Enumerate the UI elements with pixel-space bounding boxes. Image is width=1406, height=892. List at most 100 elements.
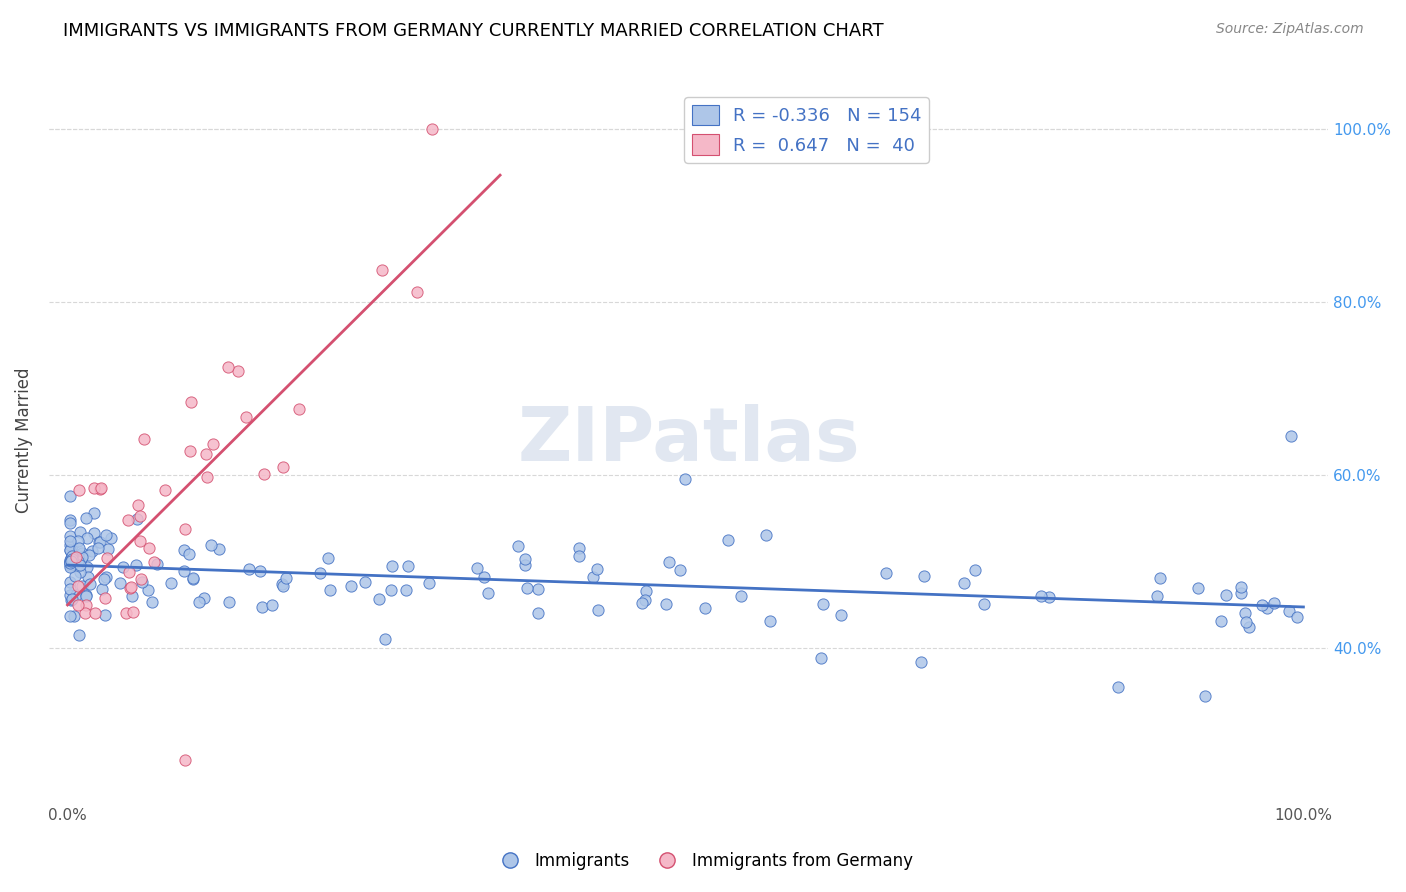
Point [515, 558, 537, 573]
Point [125, 558, 148, 572]
Point [195, 470, 218, 484]
Point [287, 401, 309, 416]
Point [253, 467, 276, 481]
Point [129, 534, 152, 549]
Point [755, 528, 778, 542]
Point [396, 558, 419, 573]
Point [634, 593, 657, 607]
Point [67, 483, 90, 497]
Point [75, 589, 97, 603]
Point [174, 753, 197, 767]
Point [127, 512, 149, 526]
Point [316, 551, 339, 566]
Point [1215, 588, 1237, 602]
Point [76, 531, 98, 545]
Point [217, 359, 239, 374]
Point [226, 364, 249, 378]
Point [830, 607, 852, 622]
Point [96, 550, 118, 565]
Point [1187, 582, 1209, 596]
Point [70, 579, 93, 593]
Point [368, 592, 391, 607]
Point [138, 541, 160, 555]
Point [89, 483, 111, 497]
Point [67, 628, 90, 642]
Point [75, 607, 97, 621]
Point [59, 533, 82, 548]
Point [472, 570, 495, 584]
Point [60, 549, 83, 563]
Point [70, 550, 93, 565]
Point [655, 597, 678, 611]
Point [193, 591, 215, 605]
Point [118, 581, 141, 595]
Point [354, 574, 377, 589]
Point [202, 437, 225, 451]
Point [1031, 590, 1053, 604]
Point [114, 607, 136, 621]
Point [59, 558, 82, 572]
Point [218, 595, 240, 609]
Point [94, 570, 117, 584]
Point [586, 602, 609, 616]
Point [250, 599, 273, 614]
Point [100, 531, 122, 545]
Point [675, 472, 697, 486]
Point [406, 285, 429, 299]
Text: IMMIGRANTS VS IMMIGRANTS FROM GERMANY CURRENTLY MARRIED CORRELATION CHART: IMMIGRANTS VS IMMIGRANTS FROM GERMANY CU… [63, 22, 884, 40]
Point [129, 572, 152, 586]
Point [60, 552, 83, 566]
Point [65, 550, 87, 565]
Point [143, 556, 166, 570]
Point [60, 548, 83, 562]
Point [75, 598, 97, 612]
Point [1278, 604, 1301, 618]
Point [634, 584, 657, 599]
Point [1229, 586, 1251, 600]
Point [515, 552, 537, 566]
Point [60, 591, 83, 606]
Point [249, 564, 271, 578]
Point [59, 543, 82, 558]
Point [120, 580, 142, 594]
Point [59, 538, 82, 552]
Point [568, 549, 591, 563]
Point [83, 607, 105, 621]
Point [136, 583, 159, 598]
Point [66, 554, 89, 568]
Point [59, 542, 82, 557]
Point [527, 606, 550, 620]
Point [238, 562, 260, 576]
Point [952, 575, 974, 590]
Point [717, 533, 740, 548]
Point [87, 541, 110, 555]
Point [69, 558, 91, 572]
Point [274, 571, 297, 585]
Point [180, 394, 202, 409]
Y-axis label: Currently Married: Currently Married [15, 368, 32, 513]
Point [181, 571, 204, 585]
Point [69, 524, 91, 539]
Point [90, 481, 112, 495]
Point [235, 410, 257, 425]
Point [730, 589, 752, 603]
Point [83, 525, 105, 540]
Point [526, 582, 548, 596]
Point [912, 569, 935, 583]
Point [160, 576, 183, 591]
Point [121, 589, 143, 603]
Point [66, 559, 89, 574]
Point [1250, 598, 1272, 612]
Point [70, 545, 93, 559]
Point [93, 572, 115, 586]
Point [630, 596, 652, 610]
Point [65, 588, 87, 602]
Point [467, 560, 489, 574]
Point [59, 489, 82, 503]
Point [395, 583, 418, 598]
Point [59, 556, 82, 570]
Point [910, 655, 932, 669]
Point [420, 122, 443, 136]
Point [132, 432, 155, 446]
Point [181, 572, 204, 586]
